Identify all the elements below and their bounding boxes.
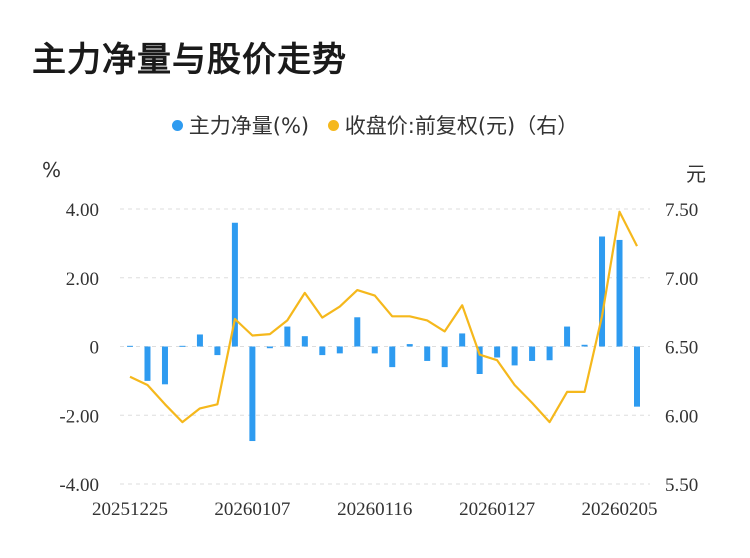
right-tick-label: 5.50 [665, 475, 698, 496]
legend-line-label: 收盘价:前复权(元)（右） [344, 114, 579, 138]
net-volume-bar[interactable] [581, 344, 588, 347]
net-volume-bar[interactable] [424, 346, 431, 361]
grid-lines [120, 208, 650, 485]
net-volume-bar[interactable] [127, 345, 133, 347]
price-line [129, 210, 638, 424]
legend-line-marker [327, 119, 339, 131]
left-tick-label: 4.00 [66, 200, 99, 221]
net-volume-bar[interactable] [459, 333, 466, 347]
x-tick-label: 20251225 [92, 499, 168, 520]
net-volume-bar[interactable] [319, 346, 326, 356]
legend-bar-marker [171, 119, 183, 131]
legend-bar-label: 主力净量(%) [188, 114, 310, 138]
net-volume-bar[interactable] [161, 346, 168, 385]
net-volume-bar[interactable] [634, 346, 640, 407]
right-axis: 7.50 7.00 6.50 6.00 5.50 [665, 200, 698, 496]
net-volume-bar[interactable] [616, 239, 623, 347]
x-tick-label: 20260205 [582, 499, 658, 520]
right-axis-unit: 元 [686, 162, 706, 186]
right-tick-label: 7.50 [665, 200, 698, 221]
legend: 主力净量(%) 收盘价:前复权(元)（右） [0, 110, 750, 140]
net-volume-bar[interactable] [494, 346, 501, 358]
legend-item-close-price[interactable]: 收盘价:前复权(元)（右） [327, 110, 579, 140]
net-volume-bar[interactable] [511, 346, 518, 366]
x-tick-label: 20260107 [214, 499, 290, 520]
net-volume-bar[interactable] [144, 346, 151, 381]
right-tick-label: 6.50 [665, 338, 698, 359]
net-volume-bar[interactable] [249, 346, 256, 442]
net-volume-bar[interactable] [564, 326, 571, 347]
net-volume-bar[interactable] [406, 344, 413, 347]
net-volume-bar[interactable] [529, 346, 536, 361]
legend-item-net-volume[interactable]: 主力净量(%) [171, 110, 310, 140]
net-volume-bar[interactable] [196, 334, 203, 347]
x-tick-label: 20260116 [337, 499, 412, 520]
right-tick-label: 6.00 [665, 406, 698, 427]
net-volume-bar[interactable] [476, 346, 483, 375]
net-volume-bar[interactable] [546, 346, 553, 361]
net-volume-bar[interactable] [389, 346, 396, 368]
left-tick-label: -2.00 [59, 406, 99, 427]
left-axis: 4.00 2.00 0 -2.00 -4.00 [59, 200, 99, 496]
x-axis: 20251225 20260107 20260116 20260127 20260205 [92, 499, 658, 520]
left-tick-label: -4.00 [59, 475, 99, 496]
left-tick-label: 2.00 [66, 269, 99, 290]
net-volume-bar[interactable] [371, 346, 378, 354]
net-volume-bar[interactable] [179, 345, 186, 347]
net-volume-bar[interactable] [266, 346, 273, 349]
net-volume-bar[interactable] [231, 222, 238, 347]
net-volume-bar[interactable] [214, 346, 221, 356]
bar-series [127, 222, 640, 442]
net-volume-bar[interactable] [599, 236, 606, 347]
net-volume-bar[interactable] [354, 317, 361, 347]
left-axis-unit: % [42, 158, 62, 182]
net-volume-bar[interactable] [284, 326, 291, 347]
net-volume-bar[interactable] [441, 346, 448, 368]
x-tick-label: 20260127 [459, 499, 535, 520]
net-volume-bar[interactable] [336, 346, 343, 354]
net-volume-bar[interactable] [301, 336, 308, 347]
right-tick-label: 7.00 [665, 269, 698, 290]
left-tick-label: 0 [90, 338, 100, 359]
chart-title: 主力净量与股价走势 [32, 40, 347, 80]
